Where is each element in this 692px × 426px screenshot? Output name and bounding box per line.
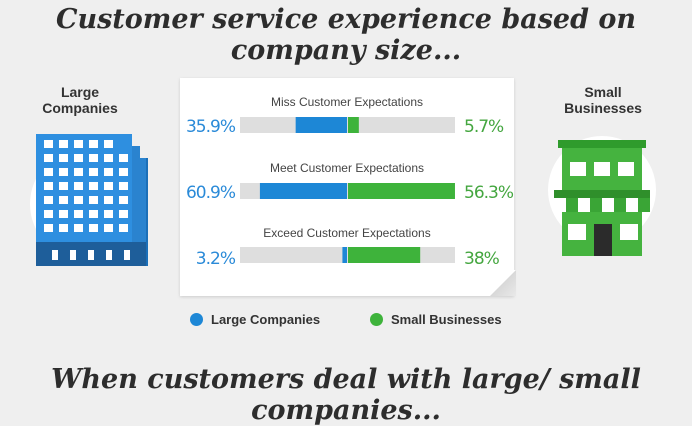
- legend-swatch-large: [190, 313, 203, 326]
- bar-small-businesses: [348, 117, 359, 133]
- legend-item-large: Large Companies: [190, 312, 320, 327]
- bar-large-companies: [259, 183, 347, 199]
- large-value-label: 35.9%: [185, 117, 236, 137]
- bar-small-businesses: [348, 247, 421, 263]
- small-value-label: 38%: [464, 249, 500, 269]
- page-subtitle: When customers deal with large/ small co…: [51, 364, 641, 426]
- legend-item-small: Small Businesses: [370, 312, 502, 327]
- office-building-icon: [30, 134, 148, 266]
- category-label: Exceed Customer Expectations: [263, 226, 431, 240]
- legend-label-large: Large Companies: [211, 312, 321, 327]
- large-companies-label: Large Companies: [40, 84, 120, 116]
- category-label: Meet Customer Expectations: [269, 161, 425, 175]
- bar-large-companies: [342, 247, 347, 263]
- bar-chart: [240, 117, 455, 263]
- bar-large-companies: [295, 117, 347, 133]
- page-curl: [490, 270, 516, 296]
- large-value-label: 60.9%: [185, 183, 236, 203]
- small-value-label: 56.3%: [464, 183, 514, 203]
- category-label: Miss Customer Expectations: [270, 95, 424, 109]
- page-title: Customer service experience based on com…: [55, 4, 637, 66]
- storefront-icon: [548, 136, 656, 256]
- large-label-line1: Large: [60, 84, 100, 100]
- large-label-line2: Companies: [42, 100, 118, 116]
- small-label-line2: Businesses: [564, 100, 642, 116]
- legend-swatch-small: [370, 313, 383, 326]
- small-businesses-label: Small Businesses: [558, 84, 648, 116]
- bar-track: [240, 117, 455, 133]
- bar-small-businesses: [348, 183, 455, 199]
- legend-label-small: Small Businesses: [391, 312, 502, 327]
- bar-track: [240, 247, 455, 263]
- small-value-label: 5.7%: [464, 117, 504, 137]
- small-label-line1: Small: [584, 84, 622, 100]
- large-value-label: 3.2%: [195, 249, 236, 269]
